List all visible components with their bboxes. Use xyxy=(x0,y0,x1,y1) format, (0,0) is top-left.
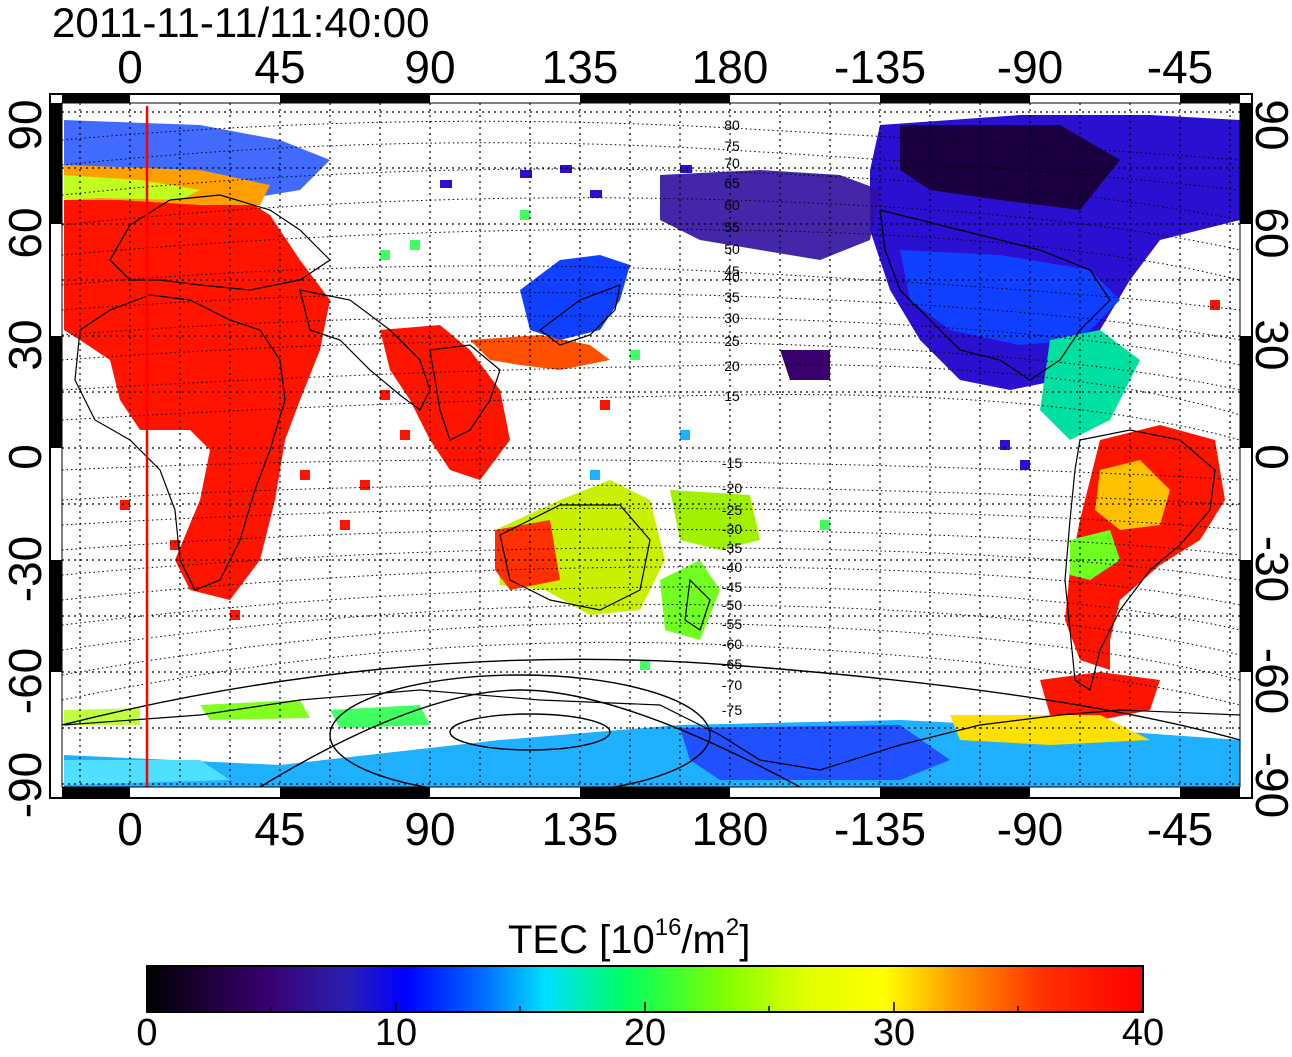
lat-label-left: -30 xyxy=(0,535,51,603)
magnetic-latitude-solid-contours xyxy=(62,658,1240,787)
colorbar-tick-label: 30 xyxy=(872,1012,916,1054)
lat-label-right: 90 xyxy=(1246,99,1292,151)
contour-label: -30 xyxy=(722,521,742,537)
lon-label-bottom: 45 xyxy=(254,803,306,855)
contour-label: 40 xyxy=(724,269,740,285)
lon-label-bottom: 135 xyxy=(541,803,619,855)
contour-label: 75 xyxy=(724,138,740,154)
contour-label: 15 xyxy=(724,388,740,404)
lon-label-bottom: 0 xyxy=(117,803,143,855)
timestamp: 2011-11-11/11:40:00 xyxy=(52,0,430,46)
contour-label: -35 xyxy=(722,540,742,556)
lon-label-top: 90 xyxy=(404,41,456,93)
contour-label: -65 xyxy=(722,656,742,672)
lon-label-top: -135 xyxy=(833,41,927,93)
frame-ticks xyxy=(50,94,1252,798)
lat-label-left: 0 xyxy=(0,444,51,470)
contour-label: -40 xyxy=(722,559,742,575)
contour-label: -60 xyxy=(722,636,742,652)
contour-label: -20 xyxy=(722,480,742,496)
lon-label-top: 180 xyxy=(691,41,769,93)
lat-label-left: 60 xyxy=(0,207,51,259)
lon-label-top: 135 xyxy=(541,41,619,93)
colorbar-title: TEC [1016/m2] xyxy=(508,905,750,963)
lat-label-left: -90 xyxy=(0,751,51,819)
colorbar-ticks xyxy=(270,1002,1019,1012)
lon-label-top: 45 xyxy=(254,41,306,93)
lat-label-left: -60 xyxy=(0,647,51,715)
contour-label: -45 xyxy=(722,579,742,595)
contour-label: 20 xyxy=(724,358,740,374)
contour-label: 55 xyxy=(724,219,740,235)
contour-label: 25 xyxy=(724,333,740,349)
lon-label-bottom: 90 xyxy=(404,803,456,855)
colorbar-title-prefix: TEC [10 xyxy=(508,918,655,962)
colorbar-title-exp: 16 xyxy=(654,914,682,941)
contour-label: -25 xyxy=(722,502,742,518)
contour-label: -50 xyxy=(722,597,742,613)
lon-label-bottom: -45 xyxy=(1146,803,1214,855)
lon-label-bottom: -135 xyxy=(833,803,927,855)
coastlines xyxy=(63,194,1240,771)
contour-label: -55 xyxy=(722,616,742,632)
lat-label-right: -90 xyxy=(1246,751,1292,819)
contour-label: 80 xyxy=(724,117,740,133)
contour-label: -75 xyxy=(722,702,742,718)
contour-label: -15 xyxy=(722,455,742,471)
lon-label-top: -45 xyxy=(1146,41,1214,93)
contour-label: 65 xyxy=(724,175,740,191)
contour-label: -70 xyxy=(722,677,742,693)
contour-label: 45 xyxy=(724,263,740,279)
contour-label: 35 xyxy=(724,289,740,305)
colorbar-tick-label: 0 xyxy=(136,1012,158,1054)
contour-label: 70 xyxy=(724,155,740,171)
lat-label-right: -60 xyxy=(1246,647,1292,715)
lat-label-right: 60 xyxy=(1246,207,1292,259)
lon-label-top: 0 xyxy=(117,41,143,93)
colorbar-title-suffix: ] xyxy=(739,918,751,962)
lat-label-right: 0 xyxy=(1246,407,1292,507)
colorbar-tick-label: 40 xyxy=(1121,1012,1165,1054)
lat-label-right: 30 xyxy=(1246,319,1292,371)
colorbar-title-mid: /m xyxy=(681,918,726,962)
colorbar-tick-label: 10 xyxy=(374,1012,418,1054)
contour-labels: 80 75 70 65 60 55 50 45 40 35 30 25 20 1… xyxy=(722,117,742,718)
lon-label-bottom: -90 xyxy=(996,803,1064,855)
colorbar-tick-label: 20 xyxy=(623,1012,667,1054)
colorbar-title-exp2: 2 xyxy=(725,914,740,941)
contour-label: 30 xyxy=(724,310,740,326)
contour-label: 50 xyxy=(724,241,740,257)
lat-label-left: 90 xyxy=(0,99,51,151)
graticule xyxy=(62,103,1240,787)
lon-label-top: -90 xyxy=(996,41,1064,93)
lon-label-bottom: 180 xyxy=(691,803,769,855)
lat-label-left: 30 xyxy=(0,319,51,371)
lat-label-right: -30 xyxy=(1246,535,1292,603)
contour-label: 60 xyxy=(724,197,740,213)
